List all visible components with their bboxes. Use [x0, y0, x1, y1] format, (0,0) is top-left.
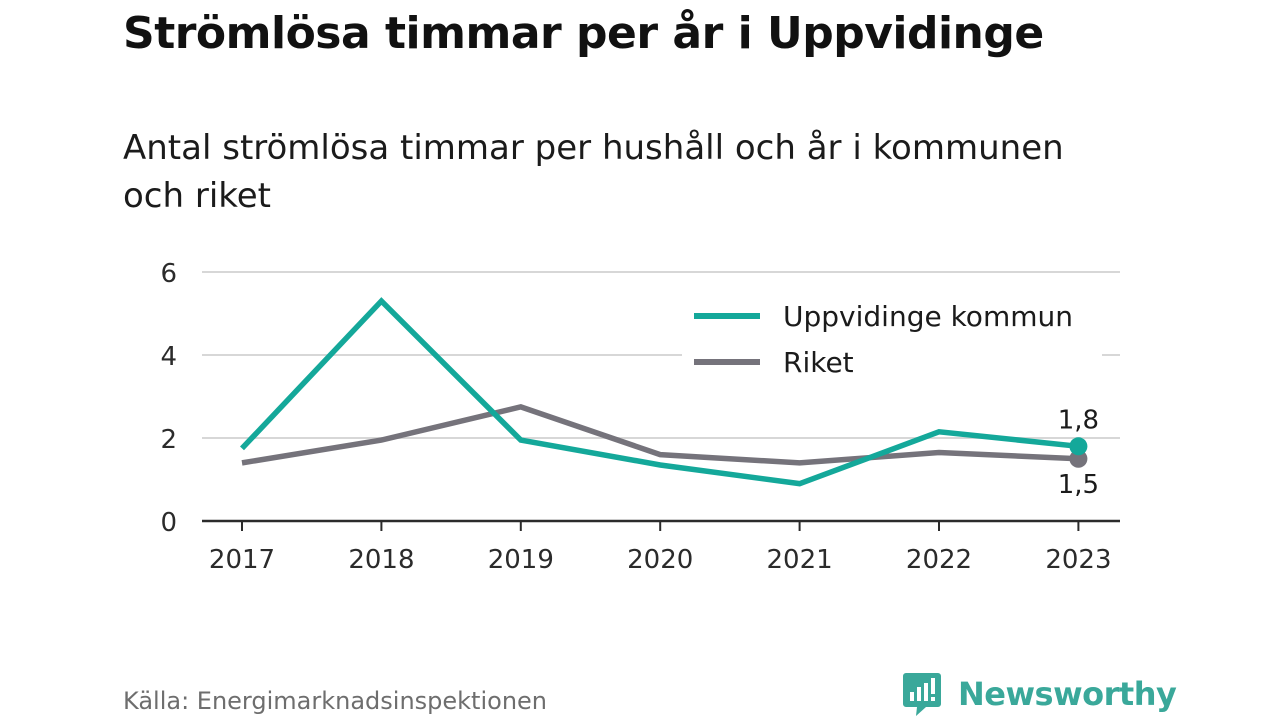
x-tick-label: 2022	[906, 545, 972, 575]
series-line	[241, 404, 1079, 466]
y-tick-label: 2	[160, 425, 177, 455]
series-end-point	[1069, 437, 1088, 456]
brand: Newsworthy	[902, 670, 1177, 718]
brand-name: Newsworthy	[958, 675, 1177, 713]
legend-label: Riket	[783, 346, 854, 379]
end-labels: 1,8 1,5	[1058, 405, 1099, 499]
y-tick-label: 4	[160, 342, 177, 372]
y-tick-label: 6	[160, 259, 177, 289]
series-end-point	[1069, 449, 1088, 468]
line-chart: 2017 2018 2019 2020 2021 2022 2023 0 2 4 6 Uppvid…	[160, 259, 1120, 575]
x-axis: 2017 2018 2019 2020 2021 2022 2023	[202, 519, 1120, 575]
x-tick-label: 2020	[627, 545, 693, 575]
data-label: 1,5	[1058, 470, 1099, 500]
x-tick-label: 2023	[1045, 545, 1111, 575]
chart-subtitle: Antal strömlösa timmar per hushåll och å…	[123, 128, 1064, 216]
y-axis-ticks: 0 2 4 6	[160, 259, 177, 538]
legend-label: Uppvidinge kommun	[783, 300, 1073, 333]
newsworthy-logo-icon	[903, 673, 941, 716]
x-tick-label: 2017	[209, 545, 275, 575]
series-line	[240, 297, 1079, 487]
x-tick-label: 2019	[488, 545, 554, 575]
chart-title: Strömlösa timmar per år i Uppvidinge	[123, 8, 1044, 59]
source-note: Källa: Energimarknadsinspektionen	[123, 687, 548, 715]
legend: Uppvidinge kommun Riket	[682, 296, 1102, 384]
x-tick-label: 2018	[348, 545, 414, 575]
y-tick-label: 0	[160, 508, 177, 538]
data-label: 1,8	[1058, 405, 1099, 435]
series	[240, 297, 1088, 487]
x-tick-label: 2021	[767, 545, 833, 575]
